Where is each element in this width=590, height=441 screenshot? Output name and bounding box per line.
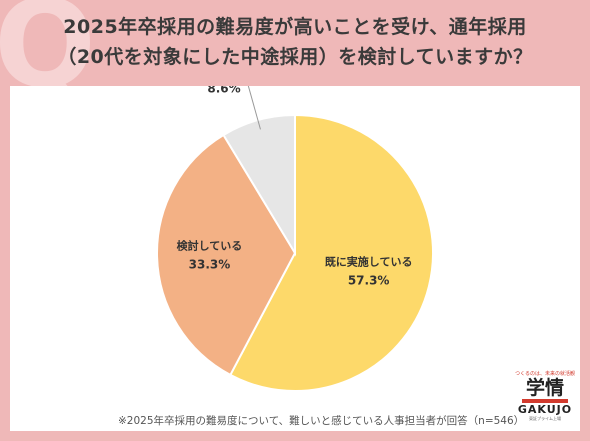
slice-label: 既に実施している [325, 254, 413, 268]
title-line-1: 2025年卒採用の難易度が高いことを受け、通年採用 [63, 16, 527, 38]
slice-label: 検討している [177, 238, 243, 252]
slice-value-label: 8.6% [207, 86, 240, 96]
logo-sub: 東証プライム上場 [529, 416, 561, 421]
logo-tagline: つくるのは、未来の就活観 [515, 371, 575, 377]
pie-slice [156, 133, 297, 377]
pie-slice [228, 113, 434, 392]
title-line-2: （20代を対象にした中途採用）を検討していますか？ [57, 46, 533, 68]
footnote: ※2025年卒採用の難易度について、難しいと感じている人事担当者が回答（n=54… [118, 415, 525, 427]
question-title: 2025年卒採用の難易度が高いことを受け、通年採用 （20代を対象にした中途採用… [0, 12, 590, 72]
slice-value-label: 57.3% [348, 273, 390, 287]
gakujo-logo: つくるのは、未来の就活観 学情 GAKUJO 東証プライム上場 [510, 370, 580, 422]
logo-english: GAKUJO [517, 403, 573, 416]
label-leader-line [247, 86, 261, 130]
slice-value-label: 33.3% [189, 257, 231, 271]
logo-bar [522, 399, 568, 403]
logo-kanji: 学情 [525, 377, 564, 399]
